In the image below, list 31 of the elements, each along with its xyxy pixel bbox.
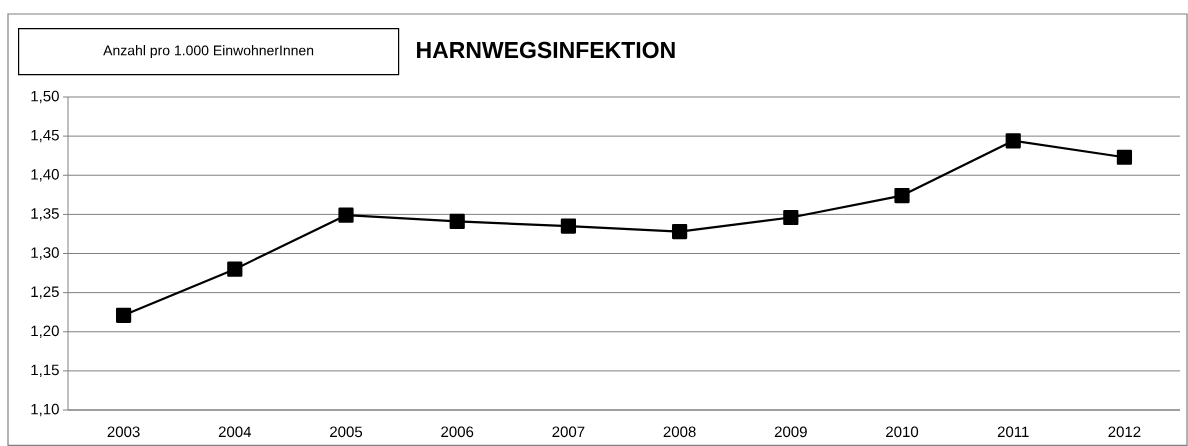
point <box>449 213 465 230</box>
y-tick-label: 1,15 <box>31 364 59 377</box>
y-tick-label: 1,25 <box>31 286 59 299</box>
x-tick-label: 2006 <box>441 426 474 438</box>
x-tick-label: 2004 <box>218 426 252 438</box>
point <box>560 218 577 234</box>
y-tick-label: 1,30 <box>31 247 59 260</box>
x-tick-label: 2011 <box>997 426 1029 438</box>
y-tick-label: 1,20 <box>31 325 59 338</box>
x-tick-label: 2007 <box>552 426 585 438</box>
x-tick-label: 2003 <box>107 426 140 438</box>
point <box>672 223 688 240</box>
point <box>783 209 799 226</box>
point <box>338 207 354 223</box>
y-tick-label: 1,10 <box>31 403 59 417</box>
y-tick-label: 1,40 <box>31 169 59 182</box>
x-tick-label: 2010 <box>886 426 919 438</box>
y-axis-title: Anzahl pro 1.000 EinwohnerInnen <box>103 45 314 59</box>
point <box>227 261 243 277</box>
x-tick-label: 2012 <box>1108 426 1141 438</box>
x-tick-label: 2009 <box>774 426 807 438</box>
chart-title: HARNWEGSINFEKTION <box>417 41 675 59</box>
point <box>1005 133 1021 149</box>
point <box>894 187 910 204</box>
x-tick-label: 2008 <box>663 426 696 438</box>
point <box>1116 149 1133 165</box>
y-tick-label: 1,45 <box>31 130 59 143</box>
point <box>116 307 132 323</box>
x-tick-label: 2005 <box>330 426 363 438</box>
y-tick-label: 1,50 <box>31 90 59 104</box>
y-tick-label: 1,35 <box>31 208 59 221</box>
